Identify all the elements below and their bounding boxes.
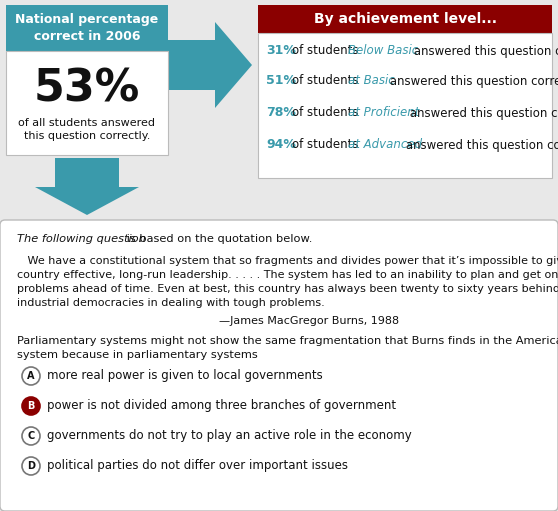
Text: of students: of students	[292, 138, 362, 151]
Text: this question correctly.: this question correctly.	[24, 131, 150, 141]
Polygon shape	[35, 158, 139, 215]
Text: National percentage: National percentage	[16, 12, 158, 26]
Polygon shape	[160, 22, 252, 108]
Circle shape	[22, 397, 40, 415]
Text: By achievement level...: By achievement level...	[314, 12, 497, 26]
Text: answered this question correctly.: answered this question correctly.	[386, 75, 558, 87]
FancyBboxPatch shape	[258, 5, 552, 33]
Text: is based on the quotation below.: is based on the quotation below.	[123, 234, 312, 244]
Text: A: A	[27, 371, 35, 381]
Text: at Advanced: at Advanced	[348, 138, 422, 151]
Text: Parliamentary systems might not show the same fragmentation that Burns finds in : Parliamentary systems might not show the…	[17, 336, 558, 346]
Text: of students: of students	[292, 75, 362, 87]
Text: industrial democracies in dealing with tough problems.: industrial democracies in dealing with t…	[17, 298, 325, 308]
Text: of students: of students	[292, 106, 362, 120]
Circle shape	[22, 367, 40, 385]
Text: answered this question correctly.: answered this question correctly.	[406, 106, 558, 120]
Text: at Proficient: at Proficient	[348, 106, 420, 120]
Circle shape	[22, 457, 40, 475]
Text: B: B	[27, 401, 35, 411]
Text: 31%: 31%	[266, 44, 296, 58]
Text: D: D	[27, 461, 35, 471]
Text: 94%: 94%	[266, 138, 296, 151]
Text: system because in parliamentary systems: system because in parliamentary systems	[17, 350, 258, 360]
FancyBboxPatch shape	[6, 51, 168, 155]
Text: The following question: The following question	[17, 234, 146, 244]
Text: answered this question correctly.: answered this question correctly.	[402, 138, 558, 151]
Text: We have a constitutional system that so fragments and divides power that it’s im: We have a constitutional system that so …	[17, 256, 558, 266]
Text: of students: of students	[292, 44, 362, 58]
Text: 53%: 53%	[34, 67, 140, 110]
Text: governments do not try to play an active role in the economy: governments do not try to play an active…	[47, 430, 412, 443]
FancyBboxPatch shape	[0, 220, 558, 511]
Text: at Basic: at Basic	[348, 75, 395, 87]
Text: country effective, long-run leadership. . . . . The system has led to an inabili: country effective, long-run leadership. …	[17, 270, 558, 280]
Text: correct in 2006: correct in 2006	[33, 31, 140, 43]
Text: more real power is given to local governments: more real power is given to local govern…	[47, 369, 323, 383]
Text: of all students answered: of all students answered	[18, 118, 156, 128]
Text: power is not divided among three branches of government: power is not divided among three branche…	[47, 400, 396, 412]
FancyBboxPatch shape	[258, 33, 552, 178]
Text: answered this question correctly.: answered this question correctly.	[410, 44, 558, 58]
Circle shape	[22, 427, 40, 445]
Text: Below Basic: Below Basic	[348, 44, 418, 58]
Text: —James MacGregor Burns, 1988: —James MacGregor Burns, 1988	[219, 316, 399, 326]
Text: 78%: 78%	[266, 106, 296, 120]
Text: political parties do not differ over important issues: political parties do not differ over imp…	[47, 459, 348, 473]
Text: problems ahead of time. Even at best, this country has always been twenty to six: problems ahead of time. Even at best, th…	[17, 284, 558, 294]
FancyBboxPatch shape	[6, 5, 168, 51]
Text: 51%: 51%	[266, 75, 296, 87]
Text: C: C	[27, 431, 35, 441]
